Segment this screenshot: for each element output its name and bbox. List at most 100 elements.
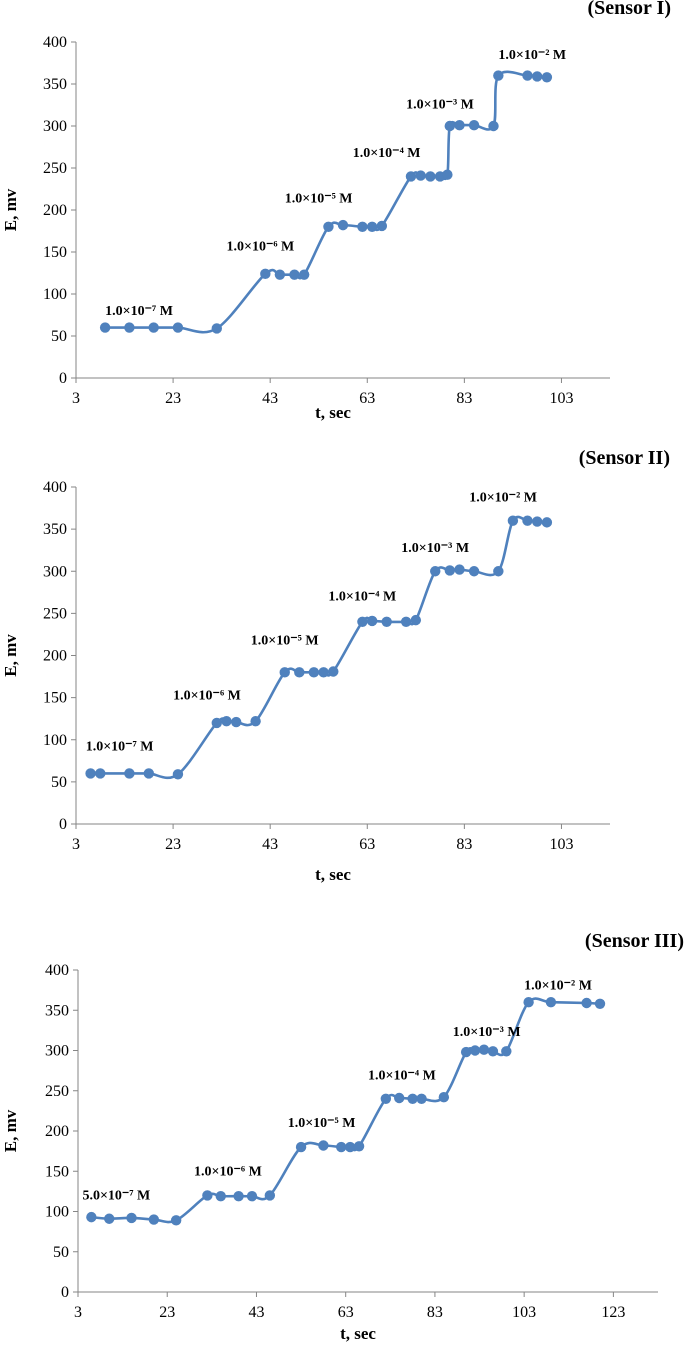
- concentration-label: 1.0×10⁻⁵ M: [288, 1116, 356, 1131]
- concentration-label: 1.0×10⁻⁶ M: [194, 1164, 262, 1179]
- data-point: [260, 268, 271, 280]
- data-point: [438, 1091, 450, 1103]
- data-point: [126, 1212, 137, 1224]
- data-point: [170, 1215, 182, 1226]
- data-point: [541, 517, 553, 528]
- data-point: [507, 515, 519, 526]
- data-point: [353, 1141, 365, 1152]
- x-tick-label: 43: [262, 836, 278, 853]
- x-tick-label: 23: [159, 1304, 175, 1321]
- x-tick-label: 3: [72, 836, 80, 853]
- y-tick-label: 0: [59, 370, 67, 387]
- data-point: [478, 1044, 490, 1055]
- y-tick-label: 200: [45, 1123, 69, 1140]
- data-point: [86, 1211, 97, 1223]
- data-point: [430, 566, 441, 577]
- data-point: [487, 1046, 499, 1057]
- y-tick-label: 100: [43, 286, 67, 303]
- y-tick-label: 350: [43, 521, 67, 538]
- data-point: [336, 1141, 347, 1153]
- data-point: [215, 1191, 226, 1202]
- data-point: [468, 119, 480, 131]
- data-point: [454, 119, 465, 131]
- y-tick-label: 150: [43, 690, 67, 707]
- data-point: [308, 667, 320, 678]
- data-point: [233, 1191, 244, 1202]
- x-tick-label: 43: [262, 390, 278, 407]
- data-point: [172, 322, 184, 333]
- y-tick-label: 50: [53, 1244, 69, 1261]
- data-point: [523, 997, 534, 1008]
- x-axis-label: t, sec: [315, 865, 351, 884]
- concentration-label: 1.0×10⁻² M: [524, 978, 592, 993]
- data-point: [460, 1046, 472, 1058]
- data-point: [104, 1213, 115, 1224]
- data-point: [274, 269, 286, 280]
- data-point: [250, 716, 261, 727]
- data-point: [124, 768, 135, 779]
- x-tick-label: 103: [549, 390, 573, 407]
- y-tick-label: 400: [43, 34, 67, 51]
- data-point: [531, 516, 543, 527]
- y-tick-label: 300: [45, 1043, 69, 1060]
- data-point: [493, 566, 504, 577]
- concentration-label: 1.0×10⁻⁷ M: [86, 740, 154, 755]
- concentration-label: 1.0×10⁻⁴ M: [328, 590, 396, 605]
- data-point: [328, 666, 339, 677]
- data-point: [488, 120, 499, 132]
- chart-2: 0 50 100 150 200 250 300 350 400 3 23 43 63 83 103 t, s…: [1, 447, 670, 884]
- data-point: [295, 1141, 307, 1153]
- data-point: [366, 615, 378, 627]
- data-point: [298, 269, 310, 280]
- data-point: [357, 616, 368, 627]
- x-tick-label: 83: [427, 1304, 443, 1321]
- data-point: [99, 322, 111, 333]
- data-point: [394, 1092, 405, 1104]
- data-point: [211, 323, 222, 334]
- data-point: [264, 1190, 276, 1201]
- x-tick-label: 43: [248, 1304, 264, 1321]
- data-point: [444, 565, 455, 576]
- data-point: [425, 171, 436, 182]
- x-tick-label: 83: [456, 836, 472, 853]
- data-point: [594, 998, 606, 1010]
- data-point: [454, 564, 465, 575]
- data-point: [366, 221, 378, 232]
- concentration-label: 1.0×10⁻⁴ M: [368, 1068, 436, 1083]
- concentration-label: 1.0×10⁻³ M: [453, 1025, 521, 1040]
- data-point: [380, 1093, 392, 1105]
- concentration-label: 1.0×10⁻⁵ M: [251, 634, 319, 649]
- concentration-label: 1.0×10⁻³ M: [401, 541, 469, 556]
- data-point: [444, 120, 455, 132]
- data-point: [541, 72, 553, 83]
- concentration-label: 1.0×10⁻³ M: [406, 97, 474, 112]
- data-point: [246, 1191, 258, 1202]
- concentration-label: 5.0×10⁻⁷ M: [82, 1188, 150, 1203]
- data-point: [468, 566, 480, 577]
- y-tick-label: 250: [45, 1083, 69, 1100]
- data-point: [337, 219, 349, 231]
- y-tick-label: 100: [43, 732, 67, 749]
- data-point: [148, 1214, 160, 1225]
- x-tick-label: 63: [359, 390, 375, 407]
- y-tick-label: 0: [59, 816, 67, 833]
- y-tick-label: 150: [43, 244, 67, 261]
- x-tick-label: 83: [456, 390, 472, 407]
- concentration-label: 1.0×10⁻⁷ M: [105, 304, 173, 319]
- x-tick-label: 3: [72, 390, 80, 407]
- concentration-label: 1.0×10⁻⁴ M: [353, 146, 421, 161]
- data-point: [318, 667, 329, 678]
- concentration-label: 1.0×10⁻⁶ M: [226, 239, 294, 254]
- y-tick-label: 300: [43, 118, 67, 135]
- chart-title: (Sensor II): [579, 447, 670, 469]
- data-point: [405, 171, 417, 182]
- data-point: [581, 997, 592, 1009]
- chart-1: 0 50 100 150 200 250 300 350 400 3 23 43 63 83 103 t, s…: [1, 0, 671, 422]
- y-axis-label: E, mv: [1, 634, 20, 677]
- y-tick-label: 250: [43, 160, 67, 177]
- y-tick-label: 200: [43, 648, 67, 665]
- series-line: [89, 515, 549, 780]
- y-tick-label: 250: [43, 605, 67, 622]
- x-tick-label: 3: [74, 1304, 82, 1321]
